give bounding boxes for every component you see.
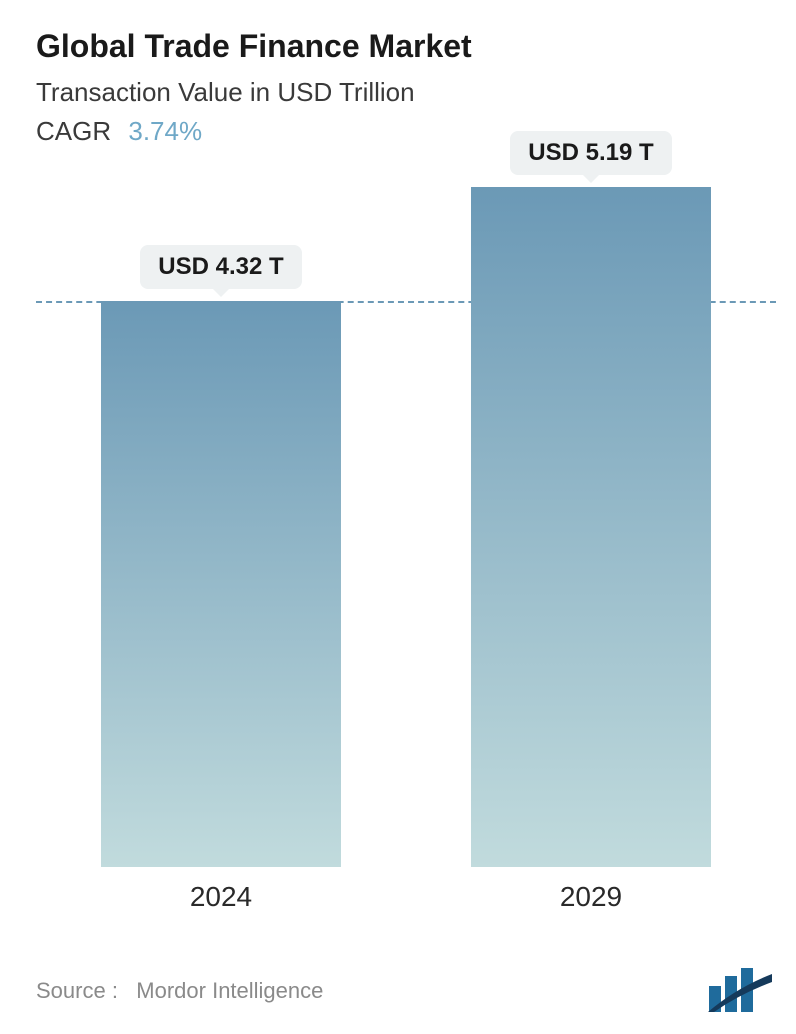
- bars-container: USD 4.32 T USD 5.19 T: [36, 187, 776, 867]
- x-axis-labels: 2024 2029: [36, 881, 776, 913]
- bar-slot-0: USD 4.32 T: [36, 245, 406, 867]
- cagr-label: CAGR: [36, 116, 111, 146]
- bar-value-badge: USD 5.19 T: [510, 131, 671, 175]
- source-name: Mordor Intelligence: [136, 978, 323, 1003]
- source-attribution: Source : Mordor Intelligence: [36, 978, 323, 1004]
- cagr-value: 3.74%: [128, 116, 202, 146]
- footer: Source : Mordor Intelligence: [36, 968, 776, 1014]
- bar-1: [471, 187, 711, 867]
- x-label-0: 2024: [36, 881, 406, 913]
- bar-0: [101, 301, 341, 867]
- x-label-1: 2029: [406, 881, 776, 913]
- chart-title: Global Trade Finance Market: [36, 28, 782, 65]
- chart-subtitle: Transaction Value in USD Trillion: [36, 77, 782, 108]
- bar-value-badge: USD 4.32 T: [140, 245, 301, 289]
- bar-slot-1: USD 5.19 T: [406, 131, 776, 867]
- source-prefix: Source :: [36, 978, 118, 1003]
- mordor-logo-icon: [706, 968, 776, 1014]
- bar-chart: USD 4.32 T USD 5.19 T 2024 2029: [36, 187, 776, 907]
